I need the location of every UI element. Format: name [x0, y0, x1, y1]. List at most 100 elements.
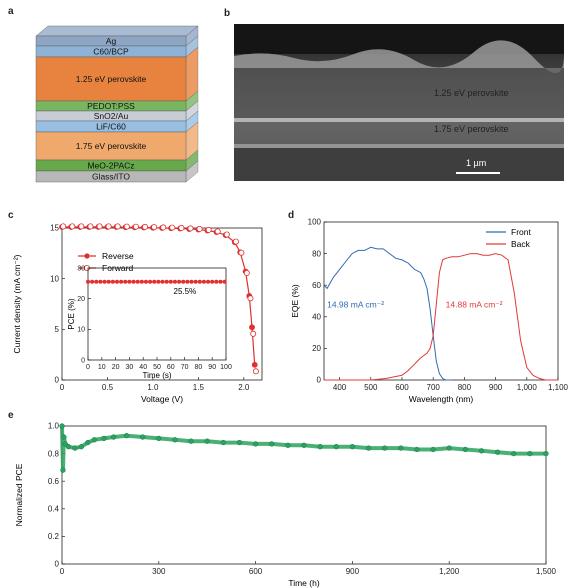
jv-xtick-label-0: 0	[60, 383, 65, 392]
stab-point-27	[382, 445, 388, 451]
stab-point-16	[204, 438, 210, 444]
jv-ytick-label-1: 5	[55, 325, 60, 334]
stack-top-face	[35, 25, 199, 37]
jv-forward-point-8	[132, 223, 139, 230]
eqe-ytick-label-0: 0	[317, 376, 322, 385]
stack-layer-2	[35, 56, 187, 102]
jv-forward-point-15	[196, 225, 203, 232]
stab-xtick-label-2: 600	[249, 567, 263, 576]
inset-xtick-label-0: 0	[86, 364, 90, 371]
stab-xtick-label-5: 1,500	[536, 567, 557, 576]
eqe-legend-label-front: Front	[511, 227, 531, 237]
stab-point-33	[478, 448, 485, 454]
stab-series-band	[60, 425, 546, 473]
inset-ytick-label-3: 30	[77, 265, 85, 272]
stack-layer-label-0: Ag	[106, 36, 117, 46]
jv-forward-point-21	[243, 270, 250, 277]
panel-label-c: c	[8, 210, 14, 221]
stab-point-23	[317, 444, 323, 450]
eqe-ytick-label-2: 40	[312, 312, 321, 321]
stack-layer-6	[35, 131, 187, 161]
stab-point-22	[301, 442, 307, 448]
stab-point-24	[333, 444, 339, 450]
stab-point-17	[220, 439, 226, 446]
jv-forward-point-6	[114, 223, 121, 230]
eqe-ytick-label-5: 100	[308, 218, 322, 227]
jv-forward-point-12	[169, 224, 176, 231]
jv-xtick-label-1: 0.5	[102, 383, 114, 392]
inset-xtick-label-1: 10	[98, 364, 106, 371]
stab-ytick-label-4: 0.8	[48, 449, 60, 458]
stab-xtick-label-1: 300	[152, 567, 166, 576]
eqe-annotation-front: 14.98 mA cm⁻²	[327, 299, 384, 309]
jv-forward-point-11	[160, 224, 167, 231]
eqe-xtick-label-5: 900	[489, 383, 503, 392]
jv-reverse-point-23	[249, 324, 255, 331]
panel-label-a: a	[8, 6, 14, 17]
jv-forward-point-10	[151, 224, 158, 231]
stack-layer-label-2: 1.25 eV perovskite	[76, 74, 147, 84]
stab-point-8	[91, 437, 97, 443]
stack-layer-label-4: SnO2/Au	[94, 111, 129, 121]
sem-label-1-75ev: 1.75 eV perovskite	[434, 124, 509, 134]
inset-pce-point-29	[206, 279, 211, 284]
stab-point-29	[414, 446, 420, 453]
inset-pce-point-18	[160, 279, 165, 284]
eqe-chart: 400 500 600 700 800 900 1,000 1,100 0 20 40 60 80 100…	[290, 218, 569, 404]
jv-forward-point-14	[187, 225, 194, 232]
inset-pce-point-0	[86, 279, 90, 284]
inset-pce-point-33	[222, 279, 227, 284]
jv-forward-point-13	[178, 224, 185, 231]
inset-pce-point-24	[185, 279, 190, 284]
inset-pce-point-2	[94, 279, 99, 284]
eqe-xtick-label-6: 1,000	[517, 383, 538, 392]
inset-pce-point-28	[201, 279, 206, 284]
eqe-xtick-label-1: 500	[364, 383, 378, 392]
panel-label-b: b	[224, 8, 231, 19]
inset-xtick-label-6: 60	[167, 364, 175, 371]
inset-pce-point-21	[172, 279, 177, 284]
jv-legend-marker-reverse	[84, 253, 90, 259]
stability-chart: 0 300 600 900 1,200 1,500 0 0.2 0.4 0.6 0.8 1.0 Time…	[14, 422, 557, 588]
stab-frame	[61, 425, 547, 565]
inset-xtick-label-5: 50	[153, 364, 161, 371]
stab-point-13	[156, 435, 162, 442]
stab-ytick-label-2: 0.4	[48, 504, 60, 513]
stab-point-18	[236, 439, 243, 446]
stab-point-28	[398, 445, 404, 451]
stab-point-10	[110, 434, 117, 440]
inset-pce-point-17	[156, 279, 161, 284]
stab-point-34	[494, 449, 501, 455]
stab-ytick-label-5: 1.0	[48, 422, 60, 431]
inset-pce-point-25	[189, 279, 194, 284]
jv-forward-point-3	[87, 223, 94, 230]
jv-forward-point-22	[247, 295, 254, 302]
inset-pce-point-13	[139, 279, 144, 284]
inset-pce-point-1	[90, 279, 95, 284]
sem-illustration	[234, 24, 564, 181]
inset-xtick-label-9: 90	[208, 364, 216, 371]
stab-xlabel: Time (h)	[288, 578, 319, 588]
stab-ytick-label-1: 0.2	[48, 532, 60, 541]
eqe-ytick-label-1: 20	[312, 344, 321, 353]
eqe-xtick-label-2: 600	[395, 383, 409, 392]
stab-xtick-label-3: 900	[346, 567, 360, 576]
inset-pce-point-3	[98, 279, 103, 284]
eqe-ytick-label-4: 80	[312, 249, 321, 258]
stack-layer-label-7: MeO-2PACz	[87, 161, 134, 171]
inset-xtick-label-3: 30	[126, 364, 134, 371]
stab-point-11	[123, 433, 130, 439]
stack-layer-label-6: 1.75 eV perovskite	[76, 141, 147, 151]
inset-xtick-label-4: 40	[139, 364, 147, 371]
jv-forward-point-16	[205, 226, 212, 233]
eqe-xtick-label-0: 400	[333, 383, 347, 392]
eqe-annotation-back: 14.88 mA cm⁻²	[446, 299, 503, 309]
stab-point-36	[527, 450, 533, 457]
stab-point-19	[252, 441, 259, 447]
jv-xtick-label-4: 2.0	[238, 383, 250, 392]
stab-point-9	[101, 435, 107, 442]
inset-pce-point-32	[218, 279, 223, 284]
stab-ylabel: Normalized PCE	[14, 463, 24, 526]
jv-frame	[61, 227, 263, 381]
